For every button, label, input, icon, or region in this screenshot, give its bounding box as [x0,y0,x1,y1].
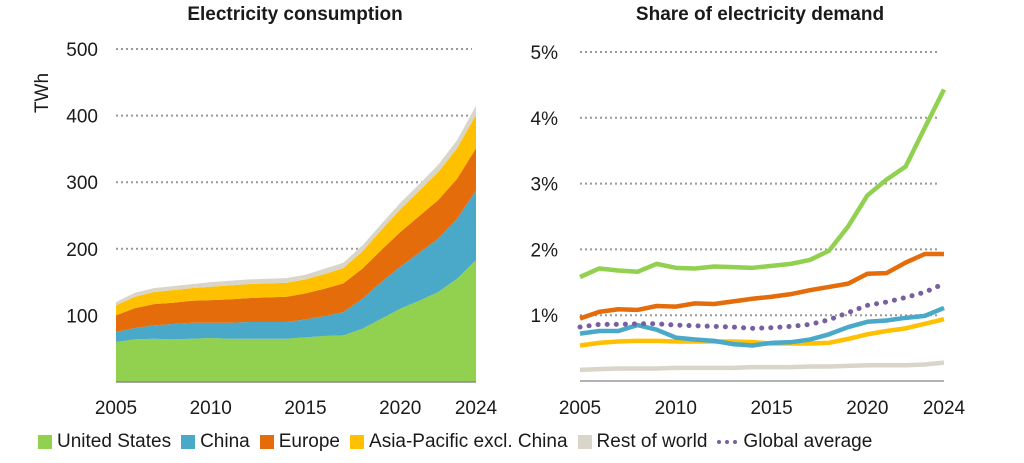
y-tick-label: 3% [531,175,559,196]
legend: United States China Europe Asia-Pacific exc… [38,431,882,453]
area-china [116,190,476,343]
legend-label: China [200,431,250,452]
area-asia-pacific-excl-china [116,114,476,316]
line-rest-of-world [579,360,945,373]
x-tick-label: 2020 [846,398,888,419]
line-europe [579,251,944,321]
line-global-average [577,281,947,331]
consumption-area-chart: 100 200 300 400 500 2005 2010 2015 2020 2024 TWh [32,40,498,419]
legend-label: United States [57,431,172,452]
legend-item: United States [38,431,171,453]
legend-label: Rest of world [596,431,708,452]
line-united-states [579,88,947,280]
y-tick-label: 400 [66,107,98,128]
share-line-chart: 1% 2% 3% 4% 5% 2005 2010 2015 2020 2024 [531,43,966,419]
y-tick-label: 5% [531,43,559,64]
legend-swatch [350,435,365,449]
y-tick-label: 4% [531,109,559,130]
y-tick-label: 200 [66,240,98,261]
area-europe [116,148,476,333]
legend-swatch [38,435,52,449]
line-china [579,305,945,348]
x-tick-label: 2005 [95,398,137,419]
legend-item: Europe [259,431,341,453]
legend-dots-marker [717,435,738,449]
legend-item: Rest of world [577,431,708,453]
y-tick-label: 2% [531,240,559,261]
x-tick-label: 2015 [750,398,792,419]
x-tick-label: 2010 [190,398,232,419]
legend-label: Asia-Pacific excl. China [369,431,568,452]
x-tick-label: 2010 [655,398,697,419]
x-tick-label: 2024 [923,398,966,419]
legend-item: Asia-Pacific excl. China [350,431,568,453]
left-chart-title: Electricity consumption [187,4,403,25]
right-chart-title: Share of electricity demand [635,4,885,25]
charts-canvas: 100 200 300 400 500 2005 2010 2015 2020 2024 TWh… [32,40,966,419]
legend-swatch [181,435,196,449]
x-tick-label: 2015 [284,398,326,419]
legend-label: Europe [278,431,341,452]
legend-item: China [181,431,250,453]
y-tick-label: 1% [531,306,559,327]
area-rest-of-world [116,105,476,306]
y-tick-label: 100 [66,306,98,327]
y-tick-label: 500 [66,40,98,61]
area-united-states [116,260,476,382]
legend-label: Global average [743,431,873,452]
x-tick-label: 2020 [379,398,421,419]
legend-swatch [259,435,274,449]
y-axis-label: TWh [32,73,53,113]
x-tick-label: 2024 [455,398,498,419]
legend-swatch [577,435,592,449]
y-tick-label: 300 [66,173,98,194]
x-tick-label: 2005 [559,398,601,419]
legend-item: Global average [717,431,872,453]
